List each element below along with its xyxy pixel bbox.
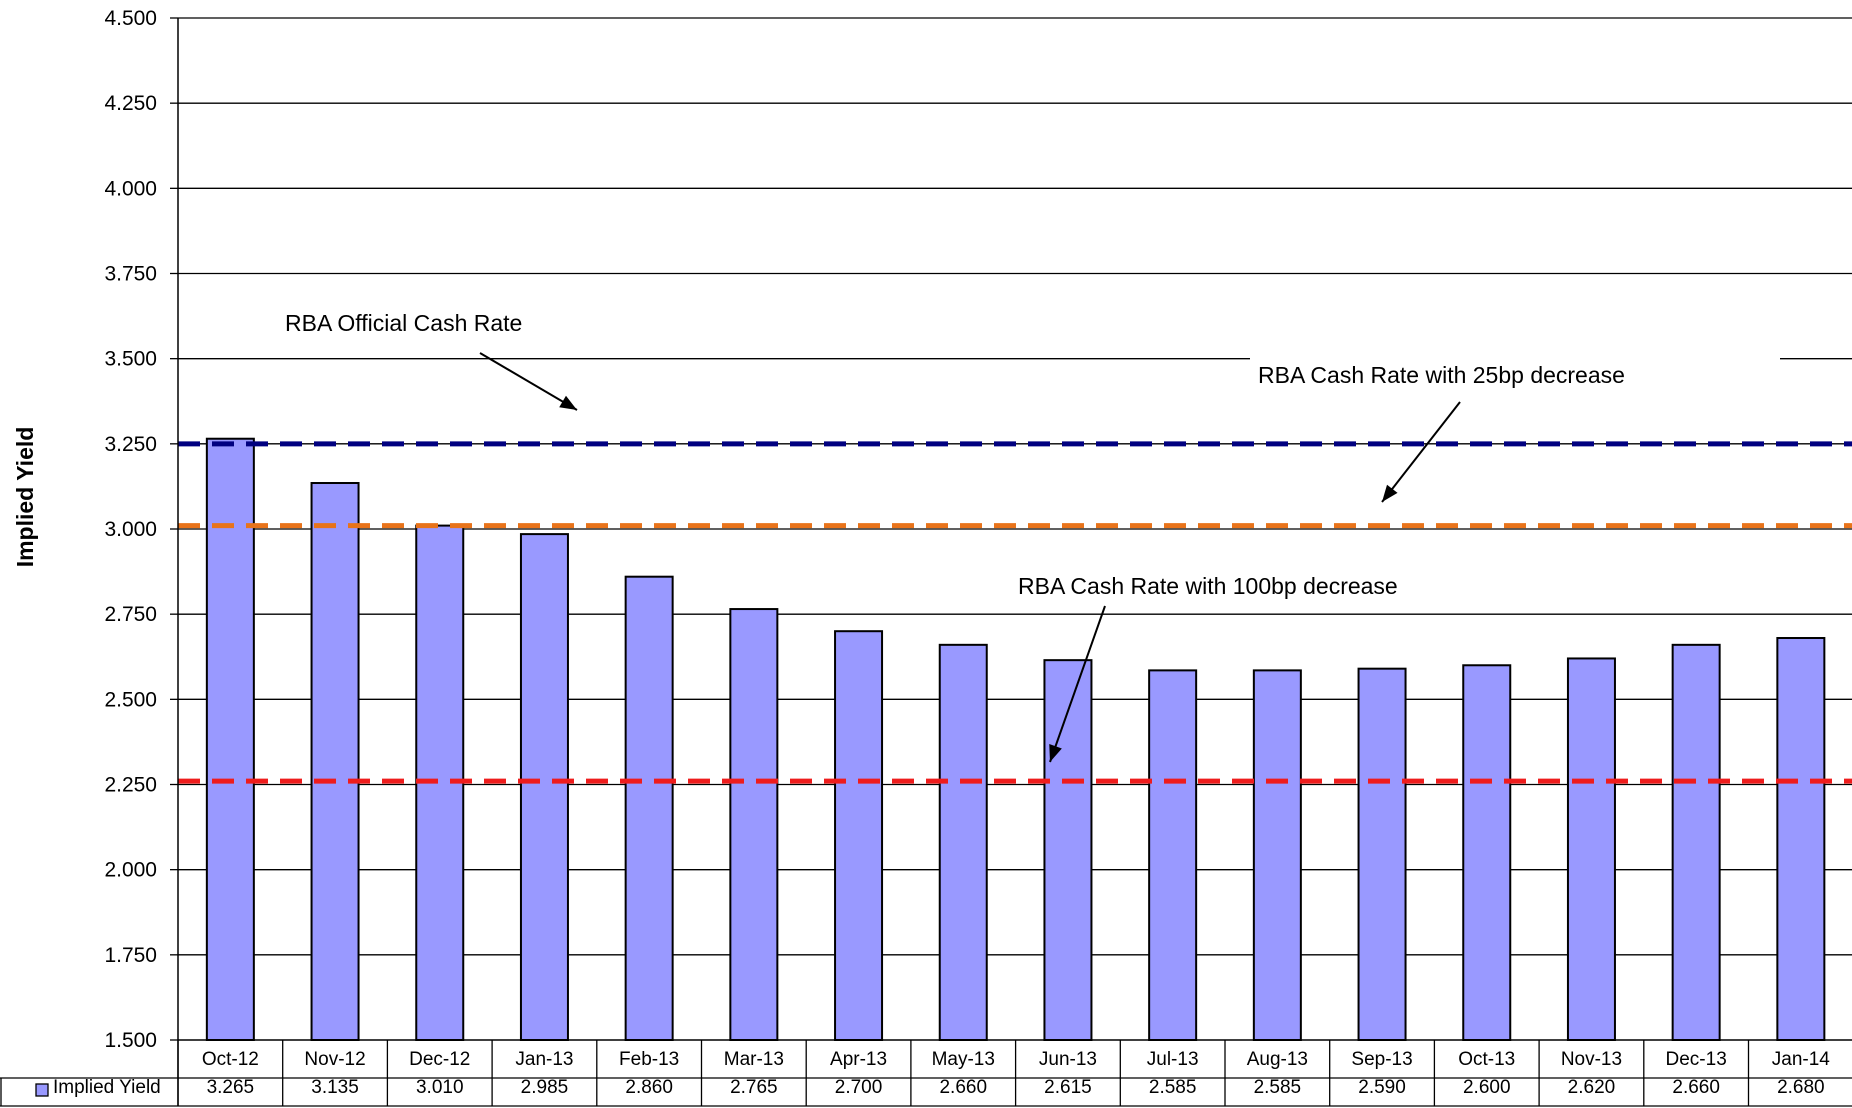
data-value-label: 3.010 bbox=[416, 1077, 464, 1098]
y-tick-label: 2.000 bbox=[104, 859, 157, 882]
y-tick-label: 4.000 bbox=[104, 177, 157, 200]
data-value-label: 2.660 bbox=[1672, 1077, 1720, 1098]
x-category-label: Nov-12 bbox=[304, 1049, 365, 1070]
annotation-arrow-2 bbox=[1381, 401, 1461, 503]
data-value-label: 2.590 bbox=[1358, 1077, 1406, 1098]
data-value-label: 2.680 bbox=[1777, 1077, 1825, 1098]
y-axis-label: Implied Yield bbox=[12, 427, 38, 568]
y-tick-label: 1.750 bbox=[104, 944, 157, 967]
data-value-label: 2.600 bbox=[1463, 1077, 1511, 1098]
data-value-label: 2.620 bbox=[1568, 1077, 1616, 1098]
bar-Jan-13 bbox=[519, 533, 569, 1041]
y-tick-label: 3.250 bbox=[104, 433, 157, 456]
legend-series-label: Implied Yield bbox=[53, 1077, 161, 1098]
x-category-label: Oct-13 bbox=[1458, 1049, 1515, 1070]
bar-Mar-13 bbox=[729, 608, 779, 1041]
x-category-label: Nov-13 bbox=[1561, 1049, 1622, 1070]
data-value-label: 2.985 bbox=[521, 1077, 569, 1098]
annotation-arrow-3 bbox=[1049, 605, 1106, 763]
y-axis-ticks: 1.500 1.750 2.000 2.250 2.500 2.750 3.000 3.250… bbox=[104, 7, 178, 1052]
arrowhead-1 bbox=[559, 395, 577, 410]
x-category-label: Aug-13 bbox=[1247, 1049, 1308, 1070]
data-value-label: 2.765 bbox=[730, 1077, 778, 1098]
x-category-label: Feb-13 bbox=[619, 1049, 679, 1070]
y-tick-label: 1.500 bbox=[104, 1029, 157, 1052]
bar-Dec-13 bbox=[1671, 643, 1721, 1041]
x-category-label: Jan-14 bbox=[1772, 1049, 1831, 1070]
data-value-label: 2.660 bbox=[939, 1077, 987, 1098]
x-category-label: Dec-12 bbox=[409, 1049, 470, 1070]
y-tick-label: 4.250 bbox=[104, 92, 157, 115]
bar-Aug-13 bbox=[1252, 669, 1302, 1041]
y-tick-label: 2.250 bbox=[104, 774, 157, 797]
data-value-label: 2.585 bbox=[1149, 1077, 1197, 1098]
bar-Apr-13 bbox=[834, 630, 884, 1041]
x-category-label: Mar-13 bbox=[724, 1049, 784, 1070]
bar-May-13 bbox=[938, 643, 988, 1041]
data-table: Oct-12 3.265 Nov-12 3.135 Dec-12 3.010 Jan-13 2… bbox=[0, 1040, 1852, 1107]
bar-Oct-13 bbox=[1462, 664, 1512, 1041]
data-value-label: 3.265 bbox=[207, 1077, 255, 1098]
annotation-arrow-1 bbox=[479, 352, 578, 411]
arrowhead-2 bbox=[1382, 484, 1398, 502]
legend-swatch bbox=[35, 1083, 49, 1097]
data-value-label: 2.585 bbox=[1254, 1077, 1302, 1098]
annotation-label-3: RBA Cash Rate with 100bp decrease bbox=[1018, 573, 1398, 599]
arrowhead-3 bbox=[1049, 744, 1062, 762]
x-category-label: Apr-13 bbox=[830, 1049, 887, 1070]
x-category-label: Jun-13 bbox=[1039, 1049, 1097, 1070]
bar-Sep-13 bbox=[1357, 667, 1407, 1041]
x-category-label: Jul-13 bbox=[1147, 1049, 1199, 1070]
y-tick-label: 3.000 bbox=[104, 518, 157, 541]
annotation-label-1: RBA Official Cash Rate bbox=[285, 310, 522, 336]
y-tick-label: 3.750 bbox=[104, 263, 157, 286]
bar-Nov-12 bbox=[310, 482, 360, 1041]
annotations: RBA Official Cash Rate RBA Cash Rate with… bbox=[285, 310, 1625, 763]
data-value-label: 2.860 bbox=[625, 1077, 673, 1098]
bar-Jan-14 bbox=[1776, 637, 1826, 1041]
x-category-label: Jan-13 bbox=[515, 1049, 573, 1070]
y-tick-label: 4.500 bbox=[104, 7, 157, 30]
annotation-label-2: RBA Cash Rate with 25bp decrease bbox=[1258, 362, 1625, 388]
data-value-label: 2.615 bbox=[1044, 1077, 1092, 1098]
bar-Feb-13 bbox=[624, 575, 674, 1042]
y-tick-label: 3.500 bbox=[104, 348, 157, 371]
x-category-label: Dec-13 bbox=[1666, 1049, 1727, 1070]
x-category-label: Sep-13 bbox=[1351, 1049, 1412, 1070]
bars bbox=[205, 437, 1826, 1042]
bar-Oct-12 bbox=[205, 437, 255, 1041]
y-tick-label: 2.500 bbox=[104, 688, 157, 711]
x-category-label: May-13 bbox=[932, 1049, 995, 1070]
x-category-label: Oct-12 bbox=[202, 1049, 259, 1070]
bar-Jul-13 bbox=[1148, 669, 1198, 1041]
reference-lines bbox=[178, 441, 1852, 784]
bar-Nov-13 bbox=[1566, 657, 1616, 1041]
y-tick-label: 2.750 bbox=[104, 603, 157, 626]
bar-Jun-13 bbox=[1043, 659, 1093, 1041]
data-value-label: 2.700 bbox=[835, 1077, 883, 1098]
data-value-label: 3.135 bbox=[311, 1077, 359, 1098]
annotation-backdrop bbox=[1250, 354, 1780, 363]
